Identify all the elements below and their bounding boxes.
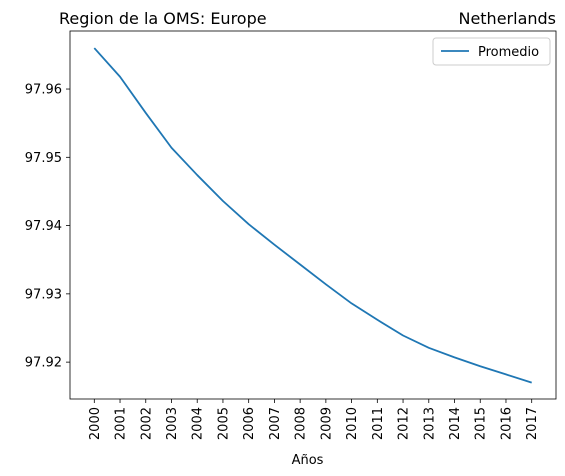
x-tick-label: 2000 bbox=[88, 407, 103, 440]
y-tick-label: 97.96 bbox=[25, 83, 62, 98]
x-tick-label: 2010 bbox=[345, 407, 360, 440]
x-tick-label: 2009 bbox=[319, 407, 334, 440]
x-tick-label: 2003 bbox=[165, 407, 180, 440]
x-tick-label: 2015 bbox=[474, 407, 489, 440]
x-tick-label: 2004 bbox=[191, 407, 206, 440]
x-tick-label: 2014 bbox=[448, 407, 463, 440]
chart-title-left: Region de la OMS: Europe bbox=[59, 9, 267, 28]
chart-title-right: Netherlands bbox=[458, 9, 556, 28]
x-tick-label: 2001 bbox=[114, 407, 129, 440]
series-line-promedio bbox=[93, 47, 532, 384]
y-tick-label: 97.95 bbox=[25, 151, 62, 166]
y-tick-label: 97.93 bbox=[25, 287, 62, 302]
x-tick-label: 2016 bbox=[499, 407, 514, 440]
legend-label-promedio: Promedio bbox=[478, 45, 539, 60]
x-tick-label: 2017 bbox=[525, 407, 540, 440]
x-tick-label: 2007 bbox=[268, 407, 283, 440]
plot-area: 97.92 97.93 97.94 97.95 97.96 2000 2001 2002 200… bbox=[25, 30, 557, 440]
x-tick-label: 2011 bbox=[371, 407, 386, 440]
plot-frame bbox=[69, 30, 557, 400]
x-tick-label: 2006 bbox=[242, 407, 257, 440]
x-tick-label: 2002 bbox=[139, 407, 154, 440]
x-tick-label: 2008 bbox=[294, 407, 309, 440]
legend-box bbox=[432, 37, 551, 66]
y-tick-label: 97.94 bbox=[25, 219, 62, 234]
x-tick-label: 2012 bbox=[397, 407, 412, 440]
x-tick-label: 2013 bbox=[422, 407, 437, 440]
y-tick-label: 97.92 bbox=[25, 356, 62, 371]
legend: Promedio bbox=[432, 37, 551, 66]
x-axis-label: Años bbox=[292, 453, 324, 468]
x-tick-label: 2005 bbox=[216, 407, 231, 440]
